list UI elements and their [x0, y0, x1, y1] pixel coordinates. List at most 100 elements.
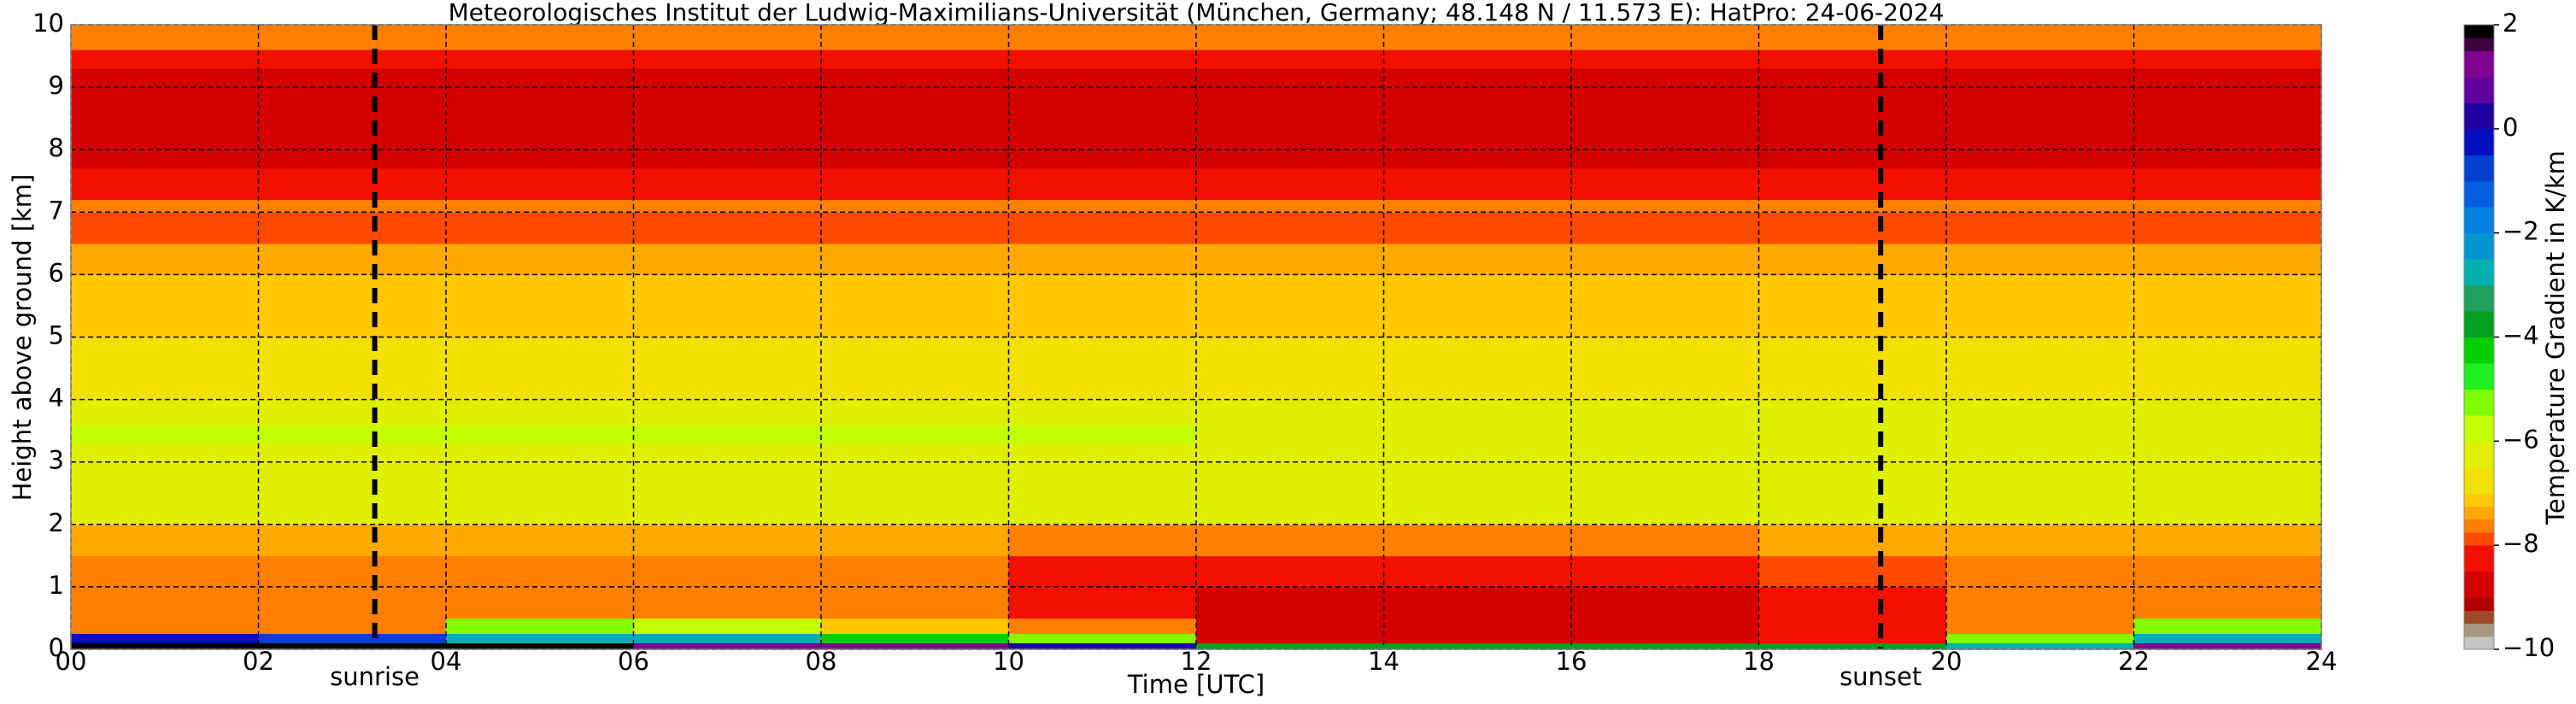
colorbar-segment: [2464, 50, 2494, 78]
heatmap-cell: [1383, 555, 1572, 588]
x-tick-label: 00: [56, 647, 87, 676]
heatmap-cell: [1196, 618, 1384, 635]
colorbar-segment: [2464, 362, 2494, 390]
y-tick-label: 2: [49, 508, 64, 537]
y-tick-label: 6: [49, 258, 64, 287]
heatmap-cell: [821, 461, 1009, 525]
heatmap-cell: [1946, 555, 2134, 588]
heatmap-cell: [1946, 618, 2134, 635]
heatmap-cell: [1758, 461, 1947, 525]
heatmap-cell: [1571, 524, 1759, 556]
heatmap-cell: [1383, 424, 1572, 444]
colorbar-segment: [2464, 571, 2494, 598]
x-tick-label: 02: [243, 647, 274, 676]
heatmap-cell: [1946, 168, 2134, 201]
heatmap-cell: [446, 618, 634, 635]
heatmap-cell: [1571, 586, 1759, 619]
heatmap-cell: [1383, 586, 1572, 619]
heatmap-cell: [821, 25, 1009, 50]
heatmap-cell: [1196, 586, 1384, 619]
heatmap-cell: [1946, 586, 2134, 619]
heatmap-cell: [71, 586, 259, 619]
heatmap-cell: [1196, 212, 1384, 244]
colorbar-label: Temperature Gradient in K/km: [2541, 150, 2570, 525]
heatmap-cell: [1758, 586, 1947, 619]
heatmap-cell: [2133, 424, 2322, 444]
heatmap-cell: [446, 168, 634, 201]
heatmap-cell: [1196, 633, 1384, 644]
heatmap-cell: [821, 150, 1009, 169]
heatmap-cell: [1383, 199, 1572, 213]
heatmap-cell: [446, 642, 634, 650]
heatmap-cell: [1946, 68, 2134, 150]
heatmap-cell: [446, 461, 634, 525]
heatmap-cell: [633, 243, 822, 275]
colorbar-segment: [2464, 493, 2494, 507]
colorbar-tick-label: 2: [2503, 9, 2518, 38]
colorbar-segment: [2464, 466, 2494, 494]
heatmap-cell: [1008, 443, 1197, 463]
heatmap-cell: [258, 212, 447, 244]
heatmap-cell: [258, 68, 447, 150]
x-tick-label: 18: [1743, 647, 1775, 676]
heatmap-cell: [446, 150, 634, 169]
heatmap-cell: [446, 586, 634, 619]
heatmap-cell: [258, 243, 447, 275]
colorbar-segment: [2464, 414, 2494, 442]
heatmap-cell: [1946, 642, 2134, 650]
heatmap-cell: [1758, 212, 1947, 244]
heatmap-cell: [1196, 524, 1384, 556]
heatmap-cell: [1196, 461, 1384, 525]
colorbar-segment: [2464, 531, 2494, 546]
colorbar-segment: [2464, 337, 2494, 364]
y-tick-label: 3: [49, 446, 64, 475]
heatmap-cell: [1758, 50, 1947, 69]
heatmap-cell: [1571, 461, 1759, 525]
heatmap-cell: [633, 168, 822, 201]
colorbar-tick-label: −6: [2503, 425, 2539, 454]
heatmap-cell: [2133, 274, 2322, 337]
heatmap-cell: [71, 25, 259, 50]
heatmap-cell: [821, 555, 1009, 588]
colorbar-segment: [2464, 103, 2494, 130]
heatmap-cell: [71, 555, 259, 588]
heatmap-cell: [1758, 199, 1947, 213]
heatmap-cell: [258, 199, 447, 213]
heatmap-cell: [1008, 212, 1197, 244]
heatmap-cell: [1946, 199, 2134, 213]
heatmap-cell: [1008, 642, 1197, 650]
heatmap-cell: [1008, 274, 1197, 337]
heatmap-cell: [1196, 199, 1384, 213]
heatmap-cell: [1946, 50, 2134, 69]
heatmap-cell: [2133, 243, 2322, 275]
heatmap-cell: [1571, 50, 1759, 69]
heatmap-cell: [1758, 337, 1947, 401]
heatmap-cell: [1758, 633, 1947, 644]
heatmap-cell: [1383, 50, 1572, 69]
heatmap-cell: [633, 50, 822, 69]
heatmap-cell: [1383, 633, 1572, 644]
heatmap-cell: [633, 633, 822, 644]
x-tick-label: 06: [618, 647, 649, 676]
heatmap-cell: [71, 274, 259, 337]
heatmap-cell: [2133, 586, 2322, 619]
heatmap-cell: [821, 68, 1009, 150]
heatmap-cell: [71, 243, 259, 275]
y-tick-label: 8: [49, 133, 64, 162]
colorbar-segment: [2464, 389, 2494, 416]
heatmap-cell: [1008, 150, 1197, 169]
heatmap-cell: [2133, 25, 2322, 50]
heatmap-cell: [633, 524, 822, 556]
heatmap-cell: [2133, 168, 2322, 201]
heatmap-cell: [821, 618, 1009, 635]
heatmap-cell: [1946, 633, 2134, 644]
heatmap-cell: [1758, 168, 1947, 201]
colorbar-segment: [2464, 441, 2494, 468]
plot-frame: [70, 24, 2322, 650]
heatmap-cell: [633, 443, 822, 463]
heatmap-cell: [446, 212, 634, 244]
heatmap-cell: [1383, 25, 1572, 50]
heatmap-cell: [1571, 337, 1759, 401]
heatmap-cell: [1383, 150, 1572, 169]
colorbar-segment: [2464, 519, 2494, 533]
